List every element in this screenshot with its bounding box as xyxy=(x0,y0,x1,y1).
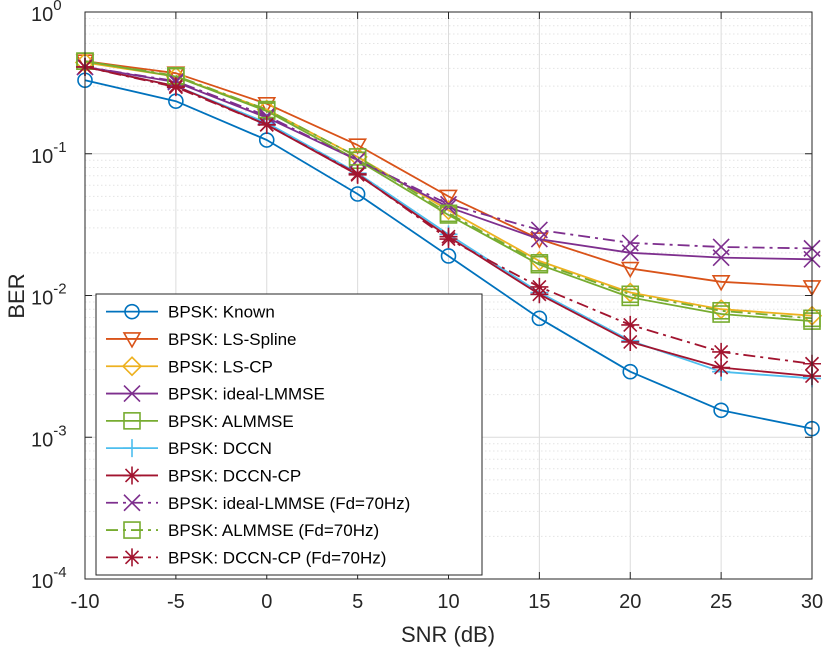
legend-label: BPSK: ideal-LMMSE (Fd=70Hz) xyxy=(168,494,410,513)
legend-entry: BPSK: ALMMSE xyxy=(106,412,294,431)
data-point-asterisk xyxy=(257,115,276,134)
data-point-square xyxy=(348,148,367,166)
data-point-x xyxy=(123,494,141,512)
data-point-x xyxy=(621,234,639,252)
y-tick-label: 10-3 xyxy=(31,422,67,451)
data-point-triangle-down xyxy=(348,138,368,155)
series-line xyxy=(84,79,813,430)
data-point-triangle-down xyxy=(439,189,458,207)
data-point-square xyxy=(439,204,458,223)
legend-label: BPSK: LS-CP xyxy=(168,357,273,376)
legend-label: BPSK: ideal-LMMSE xyxy=(168,385,325,404)
data-point-asterisk xyxy=(166,78,185,97)
legend-label: BPSK: Known xyxy=(168,303,275,322)
data-point-square xyxy=(621,285,640,304)
data-point-circle xyxy=(349,186,366,202)
data-point-diamond xyxy=(121,356,143,377)
data-point-asterisk xyxy=(621,332,640,351)
y-tick-label: 10-4 xyxy=(31,564,67,593)
legend-label: BPSK: DCCN xyxy=(168,439,272,458)
data-point-asterisk xyxy=(123,466,141,485)
legend-entry: BPSK: LS-Spline xyxy=(106,330,297,349)
data-point-square xyxy=(712,301,730,320)
data-point-asterisk xyxy=(712,342,731,361)
legend-entry: BPSK: ideal-LMMSE xyxy=(106,385,325,404)
data-point-asterisk xyxy=(348,164,367,183)
legend-entry: BPSK: DCCN xyxy=(106,439,272,458)
data-point-x xyxy=(123,384,141,403)
x-axis-label: SNR (dB) xyxy=(401,622,495,647)
x-tick-label: 20 xyxy=(619,591,641,613)
data-point-asterisk xyxy=(621,315,640,334)
legend-box xyxy=(95,293,483,576)
axis-ticks: -10 -5 0 5 10 15 20 25 30 100 10-1 10-2 10-3 10-4 xyxy=(31,0,823,613)
series-line xyxy=(84,60,813,288)
data-point-asterisk xyxy=(439,230,458,249)
legend-entry: BPSK: DCCN-CP xyxy=(106,466,301,485)
legend-label: BPSK: DCCN-CP xyxy=(168,466,301,485)
series-line xyxy=(84,60,813,320)
data-point-x xyxy=(530,221,548,239)
data-point-x xyxy=(712,238,730,256)
x-tick-label: 15 xyxy=(528,591,550,613)
data-point-triangle-down xyxy=(711,274,731,292)
legend-entry: BPSK: ALMMSE (Fd=70Hz) xyxy=(106,521,379,540)
y-tick-label: 10-1 xyxy=(31,139,67,168)
data-point-asterisk xyxy=(123,548,141,567)
data-point-circle xyxy=(440,248,457,264)
x-tick-label: 10 xyxy=(437,591,459,613)
data-point-circle xyxy=(531,310,548,327)
legend-label: BPSK: ALMMSE (Fd=70Hz) xyxy=(168,521,379,540)
data-point-triangle-down xyxy=(620,261,640,279)
data-point-plus xyxy=(123,439,141,458)
data-point-square xyxy=(123,412,141,430)
data-point-asterisk xyxy=(712,358,731,377)
legend-label: BPSK: LS-Spline xyxy=(168,330,297,349)
data-point-square xyxy=(530,254,549,272)
legend-entry: BPSK: LS-CP xyxy=(106,356,273,377)
y-axis-label: BER xyxy=(4,273,29,318)
x-tick-label: 5 xyxy=(352,591,363,613)
y-tick-label: 100 xyxy=(31,0,62,26)
data-point-asterisk xyxy=(530,277,549,296)
x-tick-label: -10 xyxy=(71,591,100,613)
series-2 xyxy=(75,54,822,297)
legend-label: BPSK: DCCN-CP (Fd=70Hz) xyxy=(168,548,386,567)
x-tick-label: 30 xyxy=(801,591,823,613)
x-tick-label: -5 xyxy=(167,591,185,613)
data-point-x xyxy=(439,195,458,213)
y-tick-label: 10-2 xyxy=(31,281,67,310)
x-tick-label: 0 xyxy=(261,591,272,613)
series-line xyxy=(84,60,813,322)
data-point-x xyxy=(530,230,548,248)
legend-entry: BPSK: Known xyxy=(106,303,275,322)
data-point-triangle-down xyxy=(122,332,142,349)
legend-label: BPSK: ALMMSE xyxy=(168,412,294,431)
legend-entry: BPSK: DCCN-CP (Fd=70Hz) xyxy=(106,548,386,567)
x-tick-label: 25 xyxy=(710,591,732,613)
data-point-circle xyxy=(622,363,639,380)
data-point-circle xyxy=(713,402,729,419)
data-point-circle xyxy=(124,303,140,320)
data-point-square xyxy=(123,521,141,539)
legend: BPSK: Known BPSK: LS-Spline BPSK: LS-CP BPS… xyxy=(95,293,483,576)
legend-entry: BPSK: ideal-LMMSE (Fd=70Hz) xyxy=(106,494,410,513)
